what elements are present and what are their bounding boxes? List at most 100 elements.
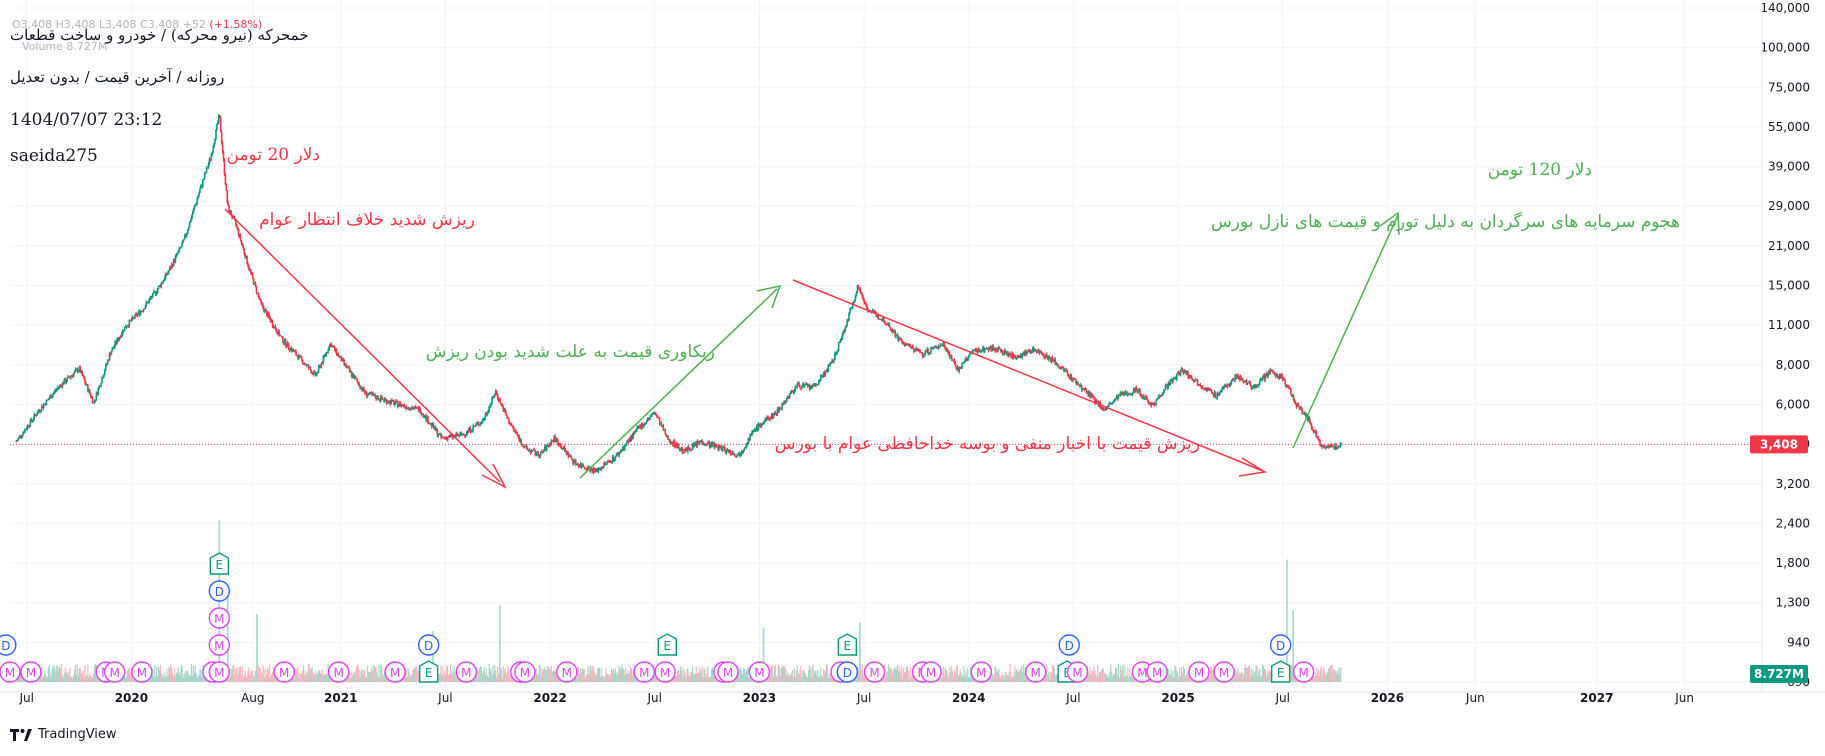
candle-body [679, 449, 682, 451]
dividend-event-marker[interactable]: D [208, 580, 231, 602]
volume-bar [156, 666, 158, 682]
candle-body [940, 344, 943, 346]
volume-bar [445, 675, 447, 682]
meeting-event-marker[interactable]: M [1025, 661, 1047, 683]
meeting-event-marker[interactable]: M [273, 661, 295, 683]
meeting-event-marker[interactable]: M [208, 634, 231, 656]
volume-bar [544, 666, 546, 682]
candle-body [108, 353, 111, 361]
meeting-event-marker[interactable]: M [0, 661, 21, 683]
volume-bar [87, 664, 89, 682]
volume-bar [497, 674, 500, 682]
volume-bar [448, 674, 450, 682]
candle-body [292, 349, 295, 352]
volume-bar [818, 677, 820, 682]
annotation-sharp-drop[interactable]: ریزش شدید خلاف انتظار عوام [259, 210, 475, 230]
candle-body [78, 366, 81, 371]
event-marker-letter: D [215, 585, 224, 599]
chart-drawings[interactable]: دلار 20 تومن ریزش شدید خلاف انتظار عوام … [224, 145, 1680, 489]
meeting-event-marker[interactable]: M [970, 661, 992, 683]
meeting-event-marker[interactable]: M [327, 661, 350, 683]
volume-bar [367, 672, 370, 682]
volume-bar [799, 669, 801, 682]
trend-arrow-capital-inflow[interactable] [1292, 211, 1400, 449]
candle-body [289, 347, 292, 351]
candle-body [1338, 446, 1341, 448]
candle-body [365, 391, 368, 397]
annotation-dollar-120[interactable]: دلار 120 تومن [1488, 160, 1592, 180]
candle-body [701, 440, 703, 443]
meeting-event-marker[interactable]: M [654, 661, 676, 683]
volume-bar [1013, 677, 1015, 682]
volume-bar [792, 676, 795, 682]
event-markers[interactable]: DMMMMMMMMMDEMMMEDMMMMMMEMMMMDEMMMMMEDMMM… [0, 552, 1315, 683]
meeting-event-marker[interactable]: M [103, 661, 126, 683]
candle-body [657, 417, 660, 419]
meeting-event-marker[interactable]: M [1146, 661, 1168, 683]
candle-body [660, 422, 663, 427]
earnings-event-marker[interactable]: E [209, 552, 230, 575]
meeting-event-marker[interactable]: M [748, 661, 771, 683]
footer[interactable]: TradingView [10, 727, 117, 742]
meeting-event-marker[interactable]: M [514, 661, 536, 683]
meeting-event-marker[interactable]: M [863, 661, 886, 683]
trend-arrow-decline[interactable] [792, 279, 1268, 477]
meeting-event-marker[interactable]: M [717, 661, 739, 683]
annotation-recovery[interactable]: ریکاوری قیمت به علت شدید بودن ریزش [426, 342, 715, 362]
dividend-event-marker[interactable]: D [0, 634, 17, 656]
meeting-event-marker[interactable]: M [455, 661, 478, 683]
annotation-dollar-20[interactable]: دلار 20 تومن [227, 145, 321, 165]
earnings-event-marker[interactable]: E [1270, 660, 1291, 683]
meeting-event-marker[interactable]: M [20, 661, 42, 683]
meeting-event-marker[interactable]: M [1213, 661, 1235, 683]
dividend-event-marker[interactable]: D [836, 661, 859, 683]
candle-body [477, 422, 479, 424]
axes[interactable]: 140,000100,00075,00055,00039,00029,00021… [0, 0, 1825, 705]
volume-bar [500, 668, 503, 682]
volume-bar [1045, 671, 1047, 682]
candle-body [593, 468, 596, 472]
volume-bar [1094, 670, 1096, 682]
meeting-event-marker[interactable]: M [384, 661, 406, 683]
candle-body [400, 404, 403, 407]
earnings-event-marker[interactable]: E [418, 660, 439, 683]
candle-body [638, 427, 640, 429]
meeting-event-marker[interactable]: M [1292, 661, 1315, 683]
volume-bar [1177, 672, 1179, 682]
candle-body [31, 420, 34, 422]
candle-body [1130, 393, 1133, 395]
volume-bar [179, 675, 181, 682]
candle-body [328, 346, 330, 351]
candle-body [345, 363, 347, 368]
meeting-event-marker[interactable]: M [208, 607, 231, 629]
candle-body [429, 423, 431, 425]
dividend-event-marker[interactable]: D [417, 634, 440, 656]
dividend-event-marker[interactable]: D [1269, 634, 1292, 656]
volume-bar [684, 672, 686, 682]
trend-arrow-recovery[interactable] [579, 284, 782, 479]
meeting-event-marker[interactable]: M [633, 661, 655, 683]
earnings-event-marker[interactable]: E [837, 633, 858, 656]
meeting-event-marker[interactable]: M [131, 661, 153, 683]
candle-body [734, 455, 736, 457]
meeting-event-marker[interactable]: M [1066, 661, 1089, 683]
meeting-event-marker[interactable]: M [920, 661, 942, 683]
volume-bar [1098, 676, 1100, 682]
annotation-drop-negative-news[interactable]: ریزش قیمت با اخبار منفی و بوسه خداحافظی … [775, 434, 1200, 454]
meeting-event-marker[interactable]: M [556, 661, 578, 683]
candle-body [156, 289, 159, 293]
candle-body [905, 343, 908, 346]
candle-body [547, 445, 550, 447]
earnings-event-marker[interactable]: E [657, 633, 677, 656]
volume-bar [450, 670, 453, 682]
dividend-event-marker[interactable]: D [1058, 634, 1080, 656]
candle-body [1064, 370, 1067, 372]
annotation-capital-inflow[interactable]: هجوم سرمایه های سرگردان به دلیل تورم و ق… [1211, 211, 1680, 232]
volume-bar [247, 670, 249, 682]
candle-body [370, 393, 373, 395]
event-marker-letter: E [216, 558, 224, 572]
meeting-event-marker[interactable]: M [1188, 661, 1210, 683]
meeting-event-marker[interactable]: M [208, 661, 231, 683]
trend-arrow-sharp-drop[interactable] [224, 208, 507, 489]
